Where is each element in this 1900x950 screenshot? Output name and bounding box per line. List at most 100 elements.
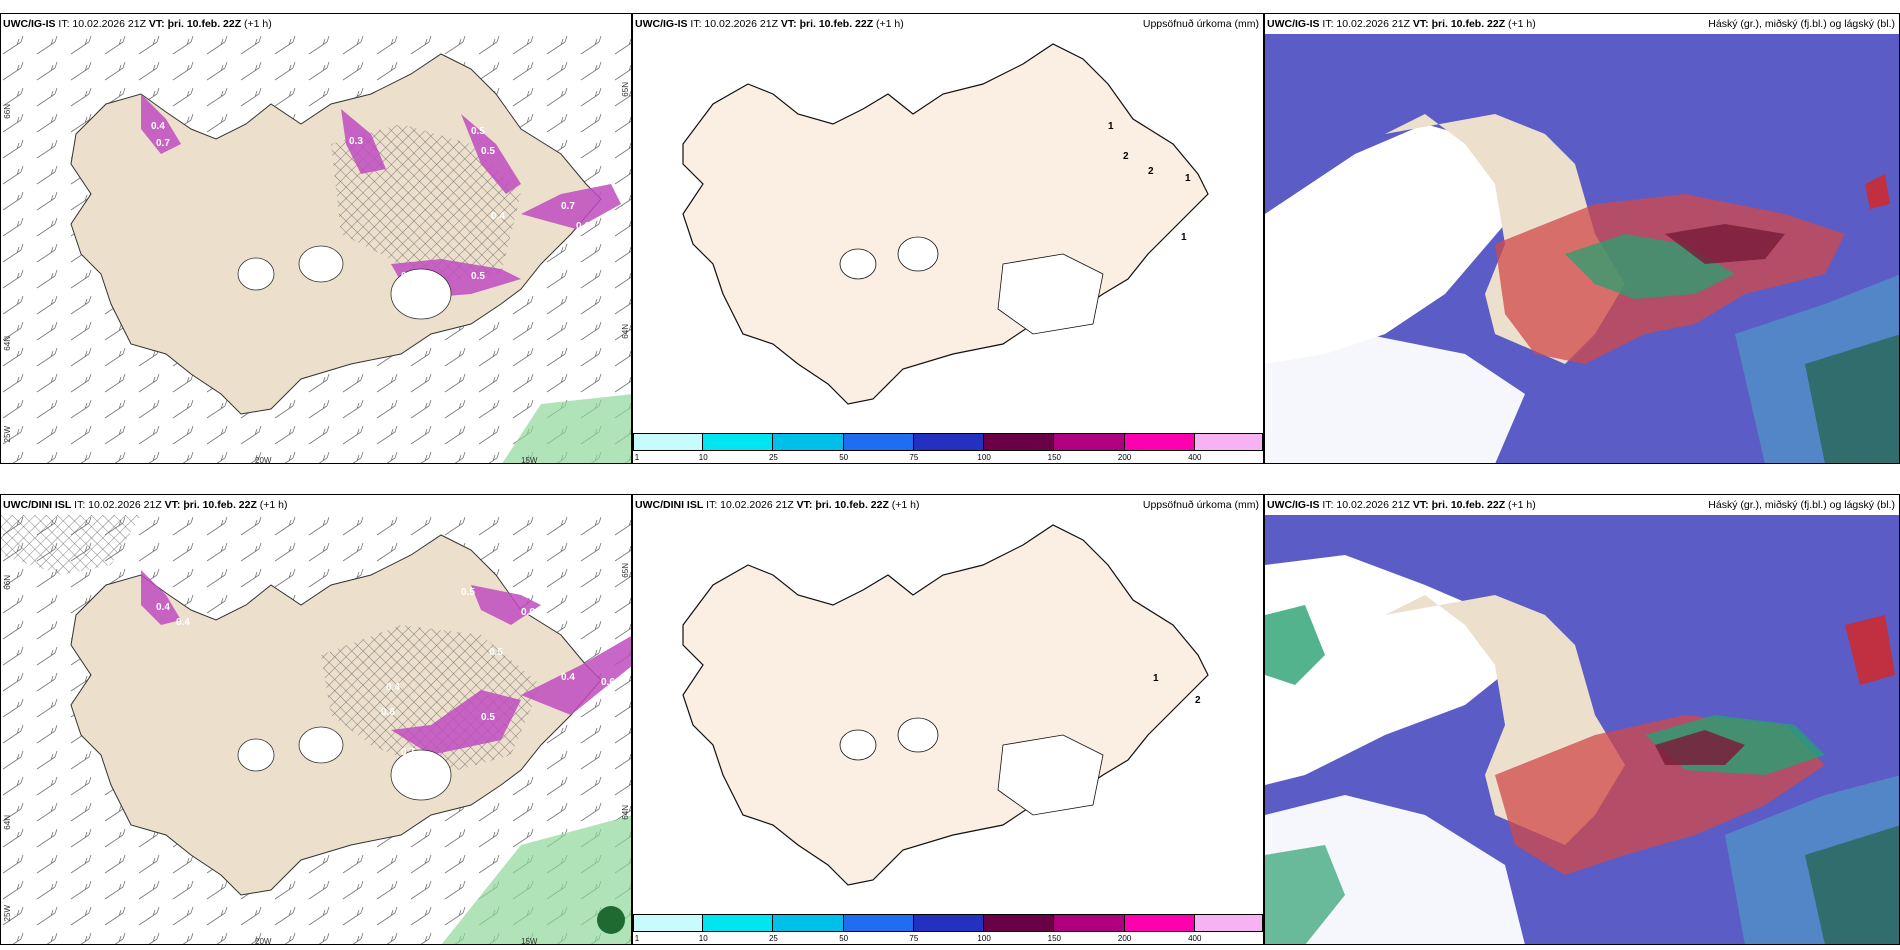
precip-label: 0.5: [471, 126, 485, 137]
accum-label: 2: [1123, 151, 1129, 162]
precip-label: 0.4: [386, 682, 400, 693]
colorbar-tick: 400: [1188, 934, 1202, 943]
wind-precip-map: 0.4 0.7 0.3 0.5 0.5 0.4 0.7 0.6 0.5 0.5 …: [1, 34, 631, 463]
colorbar: 1 10 25 50 75 100 150 200 400: [633, 914, 1263, 943]
lat-label: 64N: [3, 336, 12, 351]
accum-label: 2: [1148, 166, 1154, 177]
lat-label: 66N: [3, 575, 12, 590]
wind-precip-map: 0.4 0.4 0.5 0.6 0.5 0.4 0.4 0.6 0.5 0.7 …: [1, 515, 631, 944]
colorbar-swatch: [984, 914, 1055, 932]
cloud-title: Háský (gr.), miðský (fj.bl.) og lágský (…: [1708, 499, 1895, 511]
colorbar-tick: 25: [768, 453, 778, 462]
colorbar-tick: 100: [977, 453, 991, 462]
lat-label: 25W: [3, 905, 12, 922]
precip-label: 0.4: [151, 121, 165, 132]
lat-label: 25W: [3, 426, 12, 443]
colorbar-swatch: [1194, 914, 1263, 932]
colorbar-swatch: [843, 914, 914, 932]
precip-label: 0.5: [481, 146, 495, 157]
colorbar-swatch: [913, 433, 985, 451]
precip-label: 0.6: [381, 707, 395, 718]
precip-label: 0.3: [433, 291, 447, 302]
precip-label: 0.4: [561, 672, 575, 683]
precip-label: 0.5: [401, 271, 415, 282]
precip-label: 0.5: [481, 712, 495, 723]
lon-label: 15W: [521, 456, 538, 464]
precip-label: 0.7: [561, 201, 575, 212]
colorbar-tick: 50: [839, 453, 849, 462]
colorbar-tick: 75: [909, 453, 919, 462]
accum-precip-map: 1 2 2 1 1: [682, 43, 1209, 405]
colorbar-tick: 1: [634, 934, 640, 943]
colorbar-tick: 150: [1047, 934, 1062, 943]
colorbar-swatch: [703, 914, 774, 932]
accum-title: Uppsöfnuð úrkoma (mm): [1142, 499, 1259, 511]
accum-label: 1: [1185, 173, 1191, 184]
precip-label: 0.3: [349, 136, 363, 147]
colorbar-swatch: [1054, 914, 1125, 932]
lon-label: 20W: [255, 937, 272, 945]
panel-title: UWC/IG-IS IT: 10.02.2026 21Z VT: þri. 10…: [1267, 499, 1536, 511]
accum-precip-panel-top: UWC/IG-IS IT: 10.02.2026 21Z VT: þri. 10…: [632, 13, 1264, 464]
cloud-map: [1265, 34, 1899, 463]
accum-label: 2: [1195, 695, 1201, 706]
lon-label: 15W: [521, 937, 538, 945]
lat-label: 64N: [3, 815, 12, 830]
precip-label: 0.4: [176, 617, 190, 628]
colorbar-swatch: [1124, 914, 1195, 932]
colorbar-tick: 1: [634, 453, 640, 462]
precip-label: 0.5: [461, 587, 475, 598]
accum-label: 1: [1181, 232, 1187, 243]
colorbar-swatch: [984, 433, 1055, 451]
precip-label: 0.4: [491, 211, 505, 222]
colorbar-swatch: [633, 433, 704, 451]
colorbar-swatch: [1124, 433, 1195, 451]
colorbar-tick: 50: [839, 934, 849, 943]
precip-label: 0.7: [401, 747, 415, 758]
cloud-map: [1265, 515, 1899, 944]
colorbar-swatch: [843, 433, 914, 451]
cloud-panel-bottom: UWC/IG-IS IT: 10.02.2026 21Z VT: þri. 10…: [1264, 494, 1900, 945]
panel-title: UWC/DINI ISL IT: 10.02.2026 21Z VT: þri.…: [635, 499, 920, 511]
colorbar-swatch: [633, 914, 704, 932]
colorbar: 1 10 25 50 75 100 150 200 400: [633, 433, 1263, 462]
wind-precip-panel-bottom: UWC/DINI ISL IT: 10.02.2026 21Z VT: þri.…: [0, 494, 632, 945]
colorbar-tick: 200: [1117, 453, 1132, 462]
colorbar-tick: 75: [909, 934, 919, 943]
precip-label: 0.4: [156, 602, 170, 613]
colorbar-tick: 10: [698, 934, 708, 943]
colorbar-swatch: [1054, 433, 1125, 451]
accum-label: 1: [1108, 121, 1114, 132]
panel-title: UWC/DINI ISL IT: 10.02.2026 21Z VT: þri.…: [3, 499, 288, 511]
colorbar-tick: 25: [768, 934, 778, 943]
precip-label: 0.5: [471, 271, 485, 282]
colorbar-swatch: [1194, 433, 1263, 451]
panel-title: UWC/IG-IS IT: 10.02.2026 21Z VT: þri. 10…: [1267, 18, 1536, 30]
panel-title: UWC/IG-IS IT: 10.02.2026 21Z VT: þri. 10…: [3, 18, 272, 30]
cloud-title: Háský (gr.), miðský (fj.bl.) og lágský (…: [1708, 18, 1895, 30]
colorbar-swatch: [773, 914, 844, 932]
lat-label: 65N: [621, 82, 630, 97]
colorbar-frame: [633, 433, 1263, 451]
colorbar-tick: 200: [1117, 934, 1132, 943]
colorbar-tick: 400: [1188, 453, 1202, 462]
accum-precip-map: 1 2: [682, 524, 1209, 886]
colorbar-swatch: [913, 914, 985, 932]
lat-label: 65N: [621, 563, 630, 578]
colorbar-swatch: [703, 433, 774, 451]
accum-precip-panel-bottom: UWC/DINI ISL IT: 10.02.2026 21Z VT: þri.…: [632, 494, 1264, 945]
cloud-panel-top: UWC/IG-IS IT: 10.02.2026 21Z VT: þri. 10…: [1264, 13, 1900, 464]
precip-label: 0.6: [521, 607, 535, 618]
colorbar-tick: 150: [1047, 453, 1062, 462]
panel-title: UWC/IG-IS IT: 10.02.2026 21Z VT: þri. 10…: [635, 18, 904, 30]
lon-label: 20W: [255, 456, 272, 464]
accum-label: 1: [1153, 673, 1159, 684]
accum-title: Uppsöfnuð úrkoma (mm): [1142, 18, 1259, 30]
precip-label: 0.7: [156, 138, 170, 149]
wind-precip-panel-top: UWC/IG-IS IT: 10.02.2026 21Z VT: þri. 10…: [0, 13, 632, 464]
precip-label: 0.5: [489, 647, 503, 658]
lat-label: 64N: [621, 805, 630, 820]
colorbar-frame: [633, 914, 1263, 932]
colorbar-tick: 10: [698, 453, 708, 462]
lat-label: 64N: [621, 324, 630, 339]
